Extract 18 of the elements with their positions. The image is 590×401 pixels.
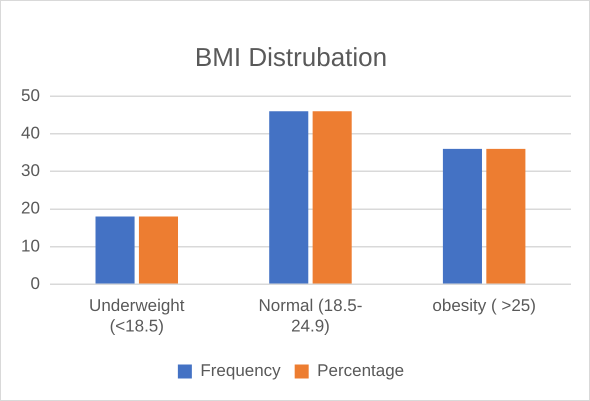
bar (96, 216, 135, 284)
y-tick-label: 30 (20, 161, 40, 180)
y-tick-label: 0 (30, 274, 40, 293)
bar (138, 216, 178, 284)
y-tick-label: 40 (20, 123, 40, 142)
x-tick-label: obesity ( >25) (432, 296, 536, 316)
y-tick-label: 50 (20, 86, 40, 105)
bar (442, 148, 482, 284)
chart-title: BMI Distrubation (194, 42, 388, 72)
bar (269, 111, 308, 284)
bar (312, 111, 352, 284)
x-tick-label: Normal (18.5-24.9) (258, 296, 362, 336)
x-tick-label: Underweight (<18.5) (89, 296, 185, 336)
legend-label: Frequency (200, 361, 282, 380)
legend-label: Percentage (317, 361, 404, 380)
bar (486, 148, 526, 284)
y-tick-label: 10 (20, 236, 40, 256)
y-tick-label: 20 (20, 198, 40, 218)
